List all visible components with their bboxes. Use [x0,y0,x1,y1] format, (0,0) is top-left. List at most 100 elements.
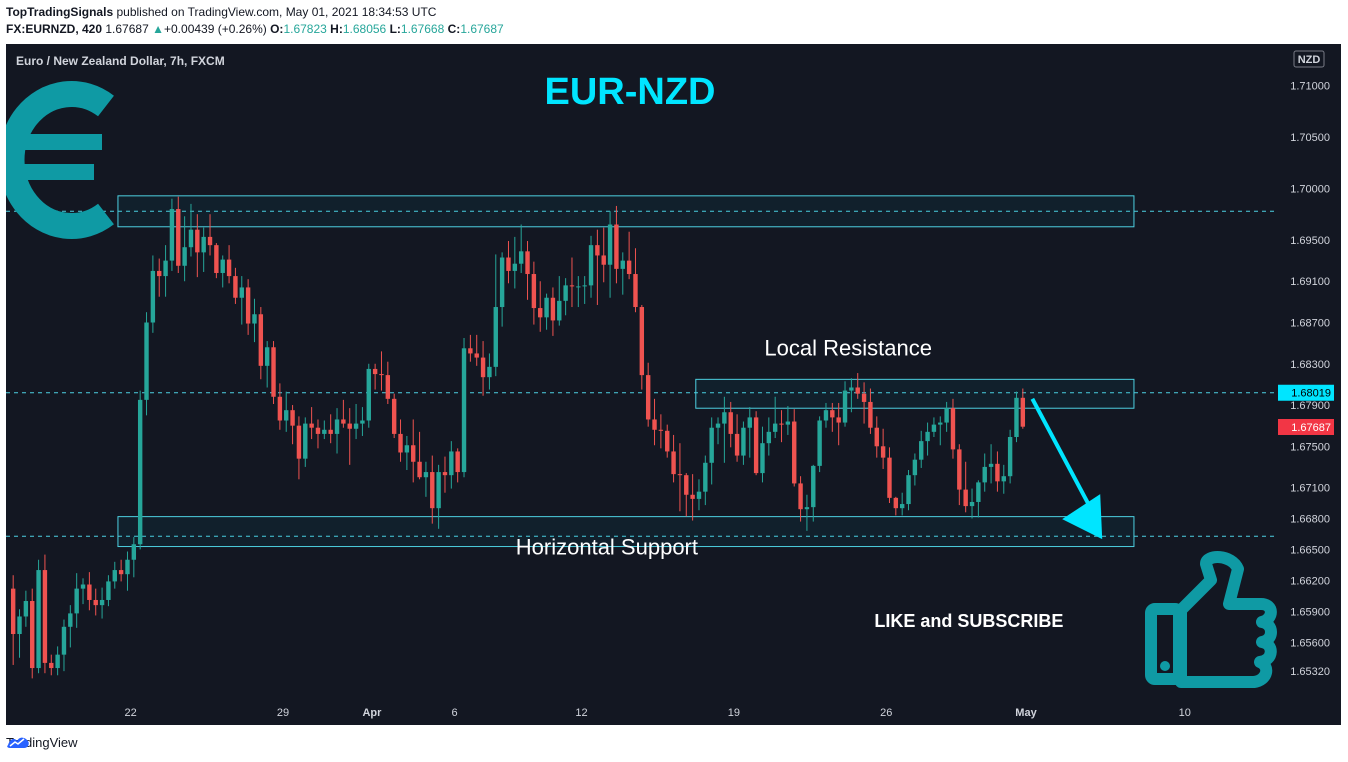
currency-badge[interactable] [1293,50,1325,68]
candle[interactable] [106,575,111,607]
candle[interactable] [61,619,67,672]
candle[interactable] [830,402,835,432]
candle[interactable] [855,373,860,399]
candle[interactable] [817,416,822,473]
candle[interactable] [633,248,638,313]
candle[interactable] [150,255,156,333]
candle[interactable] [696,479,702,511]
candle[interactable] [645,362,651,427]
candle[interactable] [118,559,124,582]
candle[interactable] [760,426,765,483]
candle[interactable] [582,276,587,304]
candle[interactable] [811,464,816,522]
candle[interactable] [690,474,695,521]
candle[interactable] [341,399,346,428]
candle[interactable] [906,470,911,511]
candle[interactable] [131,537,137,578]
candle[interactable] [493,254,498,377]
candle[interactable] [544,293,549,330]
candle[interactable] [766,417,772,456]
candle[interactable] [957,444,962,506]
candle[interactable] [430,455,435,524]
candle[interactable] [995,451,1000,492]
candle[interactable] [703,455,708,506]
candle[interactable] [277,383,283,430]
candle[interactable] [55,646,60,676]
candle[interactable] [849,378,854,413]
candle[interactable] [182,216,187,282]
candle[interactable] [728,401,733,448]
candle[interactable] [411,419,416,483]
candle[interactable] [525,241,530,300]
candle[interactable] [322,420,327,440]
candle[interactable] [372,363,378,390]
candle[interactable] [436,464,441,529]
candle[interactable] [950,398,956,459]
candle[interactable] [423,461,429,497]
candle[interactable] [684,473,689,517]
candle[interactable] [588,235,594,298]
candle[interactable] [595,229,600,305]
candle[interactable] [347,408,352,465]
candle[interactable] [30,588,35,679]
candle[interactable] [531,261,537,325]
candle[interactable] [245,279,251,335]
candle[interactable] [919,430,924,468]
candle[interactable] [385,361,391,404]
candle[interactable] [360,407,365,436]
candle[interactable] [404,435,410,471]
candle[interactable] [468,334,473,362]
candle[interactable] [87,572,92,611]
candle[interactable] [220,255,225,288]
candle[interactable] [785,406,791,435]
candle[interactable] [734,414,740,462]
candle[interactable] [309,407,314,440]
price-chart[interactable]: Euro / New Zealand Dollar, 7h, FXCM EUR-N… [6,44,1341,725]
candle[interactable] [887,447,892,504]
candle[interactable] [398,419,403,462]
chart-area[interactable]: Euro / New Zealand Dollar, 7h, FXCM EUR-N… [6,44,1341,725]
candle[interactable] [715,417,721,445]
candle[interactable] [252,298,257,343]
candle[interactable] [614,205,619,284]
candle[interactable] [982,453,987,492]
candle[interactable] [620,252,625,295]
candle[interactable] [665,424,670,458]
candle[interactable] [328,414,333,444]
candle[interactable] [569,257,575,308]
candle[interactable] [931,417,937,437]
candle[interactable] [17,609,22,658]
candle[interactable] [23,590,29,627]
candle[interactable] [474,334,479,366]
candle[interactable] [538,281,543,332]
candle[interactable] [652,398,657,446]
candle[interactable] [722,396,727,463]
candle[interactable] [258,307,264,380]
candle[interactable] [557,276,562,326]
candle[interactable] [271,341,276,404]
candle[interactable] [214,243,219,279]
candle[interactable] [823,402,829,428]
candle[interactable] [239,276,244,325]
candle[interactable] [709,417,714,485]
candle[interactable] [893,496,899,516]
candle[interactable] [925,422,930,456]
candle[interactable] [671,434,676,483]
candle[interactable] [912,453,918,486]
candle[interactable] [741,421,746,465]
candle[interactable] [290,405,295,445]
candle[interactable] [518,224,524,273]
candle[interactable] [487,353,492,390]
candle[interactable] [195,214,200,278]
candle[interactable] [842,381,848,427]
candle[interactable] [125,551,130,591]
candle[interactable] [792,409,797,487]
candle[interactable] [677,443,683,512]
candle[interactable] [658,414,664,449]
candle[interactable] [938,416,943,446]
candle[interactable] [626,231,632,280]
candle[interactable] [68,605,73,648]
candle[interactable] [550,287,556,336]
candle[interactable] [391,393,397,439]
candle[interactable] [988,444,994,484]
